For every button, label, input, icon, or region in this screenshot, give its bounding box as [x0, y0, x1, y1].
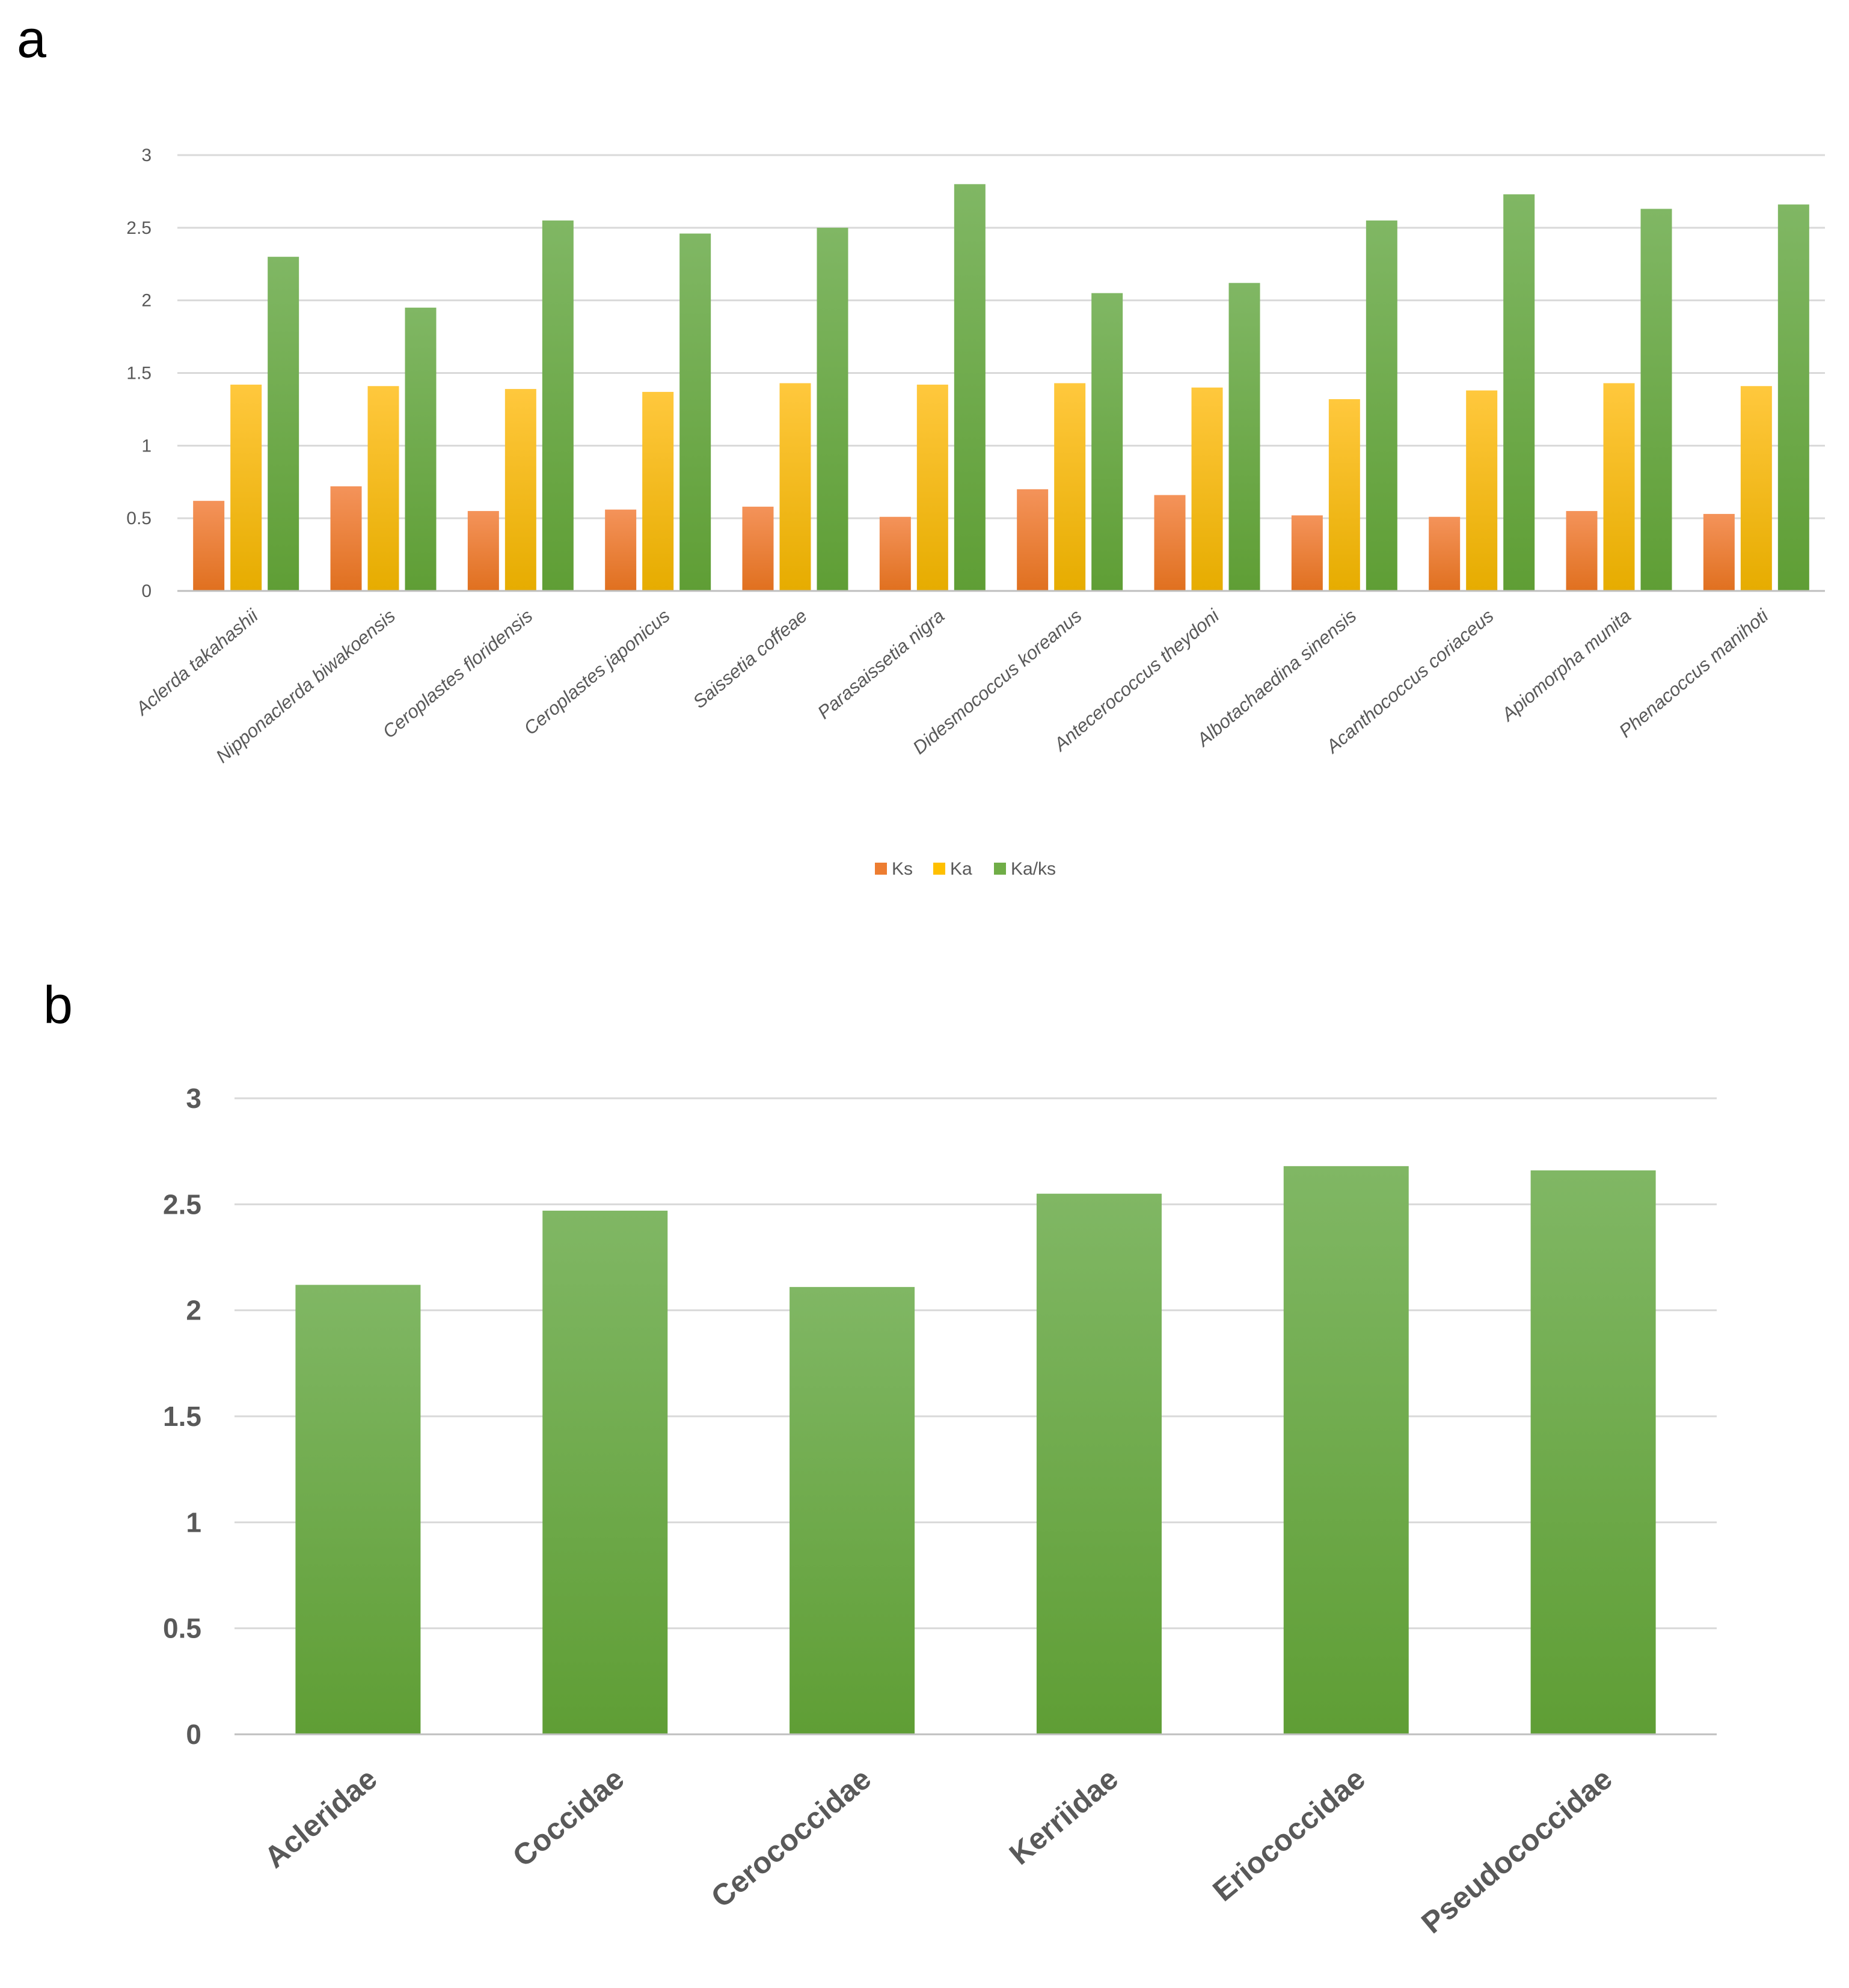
panel-a-bar-ka-ks [817, 227, 848, 591]
panel-b-y-tick-label: 0.5 [163, 1613, 201, 1644]
panel-b-bar [295, 1285, 421, 1734]
panel-b-bar [790, 1286, 915, 1734]
panel-a-bar-ka-ks [1640, 209, 1672, 592]
panel-b-bar [1283, 1166, 1409, 1734]
panel-a-category-label: Saissetia coffeae [689, 605, 811, 713]
panel-a-y-tick-label: 2 [141, 291, 152, 311]
panel-a-legend: Ks Ka Ka/ks [875, 859, 1056, 879]
panel-a-bar-ks [193, 501, 225, 591]
panel-b-bar [1530, 1170, 1656, 1734]
panel-a-bar-ka [642, 391, 674, 591]
panel-a-bar-ka [367, 386, 399, 591]
panel-a-bar-ks [1017, 489, 1049, 591]
panel-a-category-label: Parasaissetia nigra [814, 605, 948, 723]
panel-a-chart: a 00.511.522.53 Aclerda takahashiiNippon… [17, 9, 1825, 879]
panel-a-category-label: Albotachaedina sinensis [1192, 605, 1360, 751]
panel-a-bar-ka-ks [1366, 220, 1397, 591]
panel-a-bar-ka-ks [679, 233, 711, 591]
panel-a-bar-ka [1603, 383, 1635, 591]
panel-a-bar-ka [1054, 383, 1086, 591]
panel-b-y-tick-label: 1 [186, 1506, 201, 1538]
panel-a-bar-ka-ks [954, 184, 986, 591]
legend-label: Ka [950, 859, 972, 879]
panel-b-label: b [43, 975, 73, 1035]
panel-a-category-label: Apiomorpha munita [1497, 605, 1635, 726]
panel-a-bar-ka-ks [268, 257, 299, 592]
panel-a-bar-ks [605, 509, 637, 591]
panel-b-category-label: Eriococcidae [1206, 1762, 1371, 1908]
panel-a-bar-ks [1291, 515, 1323, 591]
panel-a-bar-ka [230, 384, 262, 591]
panel-a-bar-ka-ks [405, 307, 437, 591]
panel-b-category-label: Pseudococcidae [1415, 1762, 1618, 1941]
panel-a-bar-ka [916, 384, 948, 591]
panel-a-bar-ks [1703, 513, 1735, 591]
panel-b-y-tick-label: 0 [186, 1719, 201, 1750]
panel-a-bar-ks [1429, 516, 1461, 591]
panel-a-bar-ka [1740, 386, 1772, 591]
panel-a-y-tick-label: 3 [141, 145, 152, 165]
panel-a-bar-ka-ks [1503, 194, 1535, 591]
legend-label: Ks [892, 859, 913, 879]
panel-a-bar-ka-ks [1228, 283, 1260, 592]
panel-a-category-label: Phenacoccus manihoti [1615, 605, 1773, 742]
panel-a-category-label: Aclerda takahashii [131, 605, 263, 720]
panel-a-bar-ka [779, 383, 811, 591]
panel-a-bar-ks [330, 486, 362, 591]
panel-b-category-label: Kerriidae [1003, 1762, 1124, 1871]
panel-b-chart: b 0 0.5 1 1.5 2 2.5 3 Acleridae Coccidae Cerococ… [43, 975, 1717, 1940]
panel-b-bar [1036, 1193, 1162, 1734]
panel-b-bar [542, 1210, 668, 1734]
panel-a-y-tick-label: 0.5 [126, 509, 152, 528]
panel-a-bar-ka-ks [1777, 204, 1809, 592]
panel-a-category-label: Ceroplastes japonicus [520, 605, 674, 739]
panel-b-y-tick-label: 1.5 [163, 1401, 201, 1432]
panel-b-category-label: Coccidae [506, 1762, 630, 1874]
legend-label: Ka/ks [1011, 859, 1056, 879]
legend-swatch [933, 863, 945, 875]
panel-a-bar-ka-ks [1091, 293, 1123, 591]
panel-a-y-tick-label: 2.5 [126, 218, 152, 238]
panel-a-bar-ka [504, 389, 536, 591]
panel-a-y-tick-label: 1 [141, 436, 152, 456]
panel-a-bar-ks [1566, 511, 1598, 591]
panel-a-label: a [17, 9, 46, 69]
panel-a-bar-ks [742, 506, 774, 591]
panel-b-y-tick-label: 2 [186, 1295, 201, 1326]
panel-a-bar-ka [1191, 387, 1223, 591]
panel-a-category-label: Ceroplastes floridensis [379, 605, 537, 742]
panel-b-category-label: Acleridae [258, 1762, 383, 1875]
panel-a-bar-ka [1466, 390, 1498, 591]
panel-a-bar-ka-ks [542, 220, 574, 591]
panel-b-y-tick-label: 2.5 [163, 1188, 201, 1220]
panel-a-bar-ks [879, 516, 911, 591]
panel-b-y-tick-label: 3 [186, 1083, 201, 1114]
panel-a-bar-ks [1154, 495, 1186, 591]
panel-a-y-tick-label: 1.5 [126, 364, 152, 384]
legend-swatch [994, 863, 1006, 875]
panel-a-bar-ks [467, 511, 499, 591]
legend-swatch [875, 863, 887, 875]
panel-b-category-label: Cerococcidae [705, 1762, 877, 1915]
panel-a-y-tick-label: 0 [141, 581, 152, 601]
panel-a-bar-ka [1328, 399, 1360, 591]
